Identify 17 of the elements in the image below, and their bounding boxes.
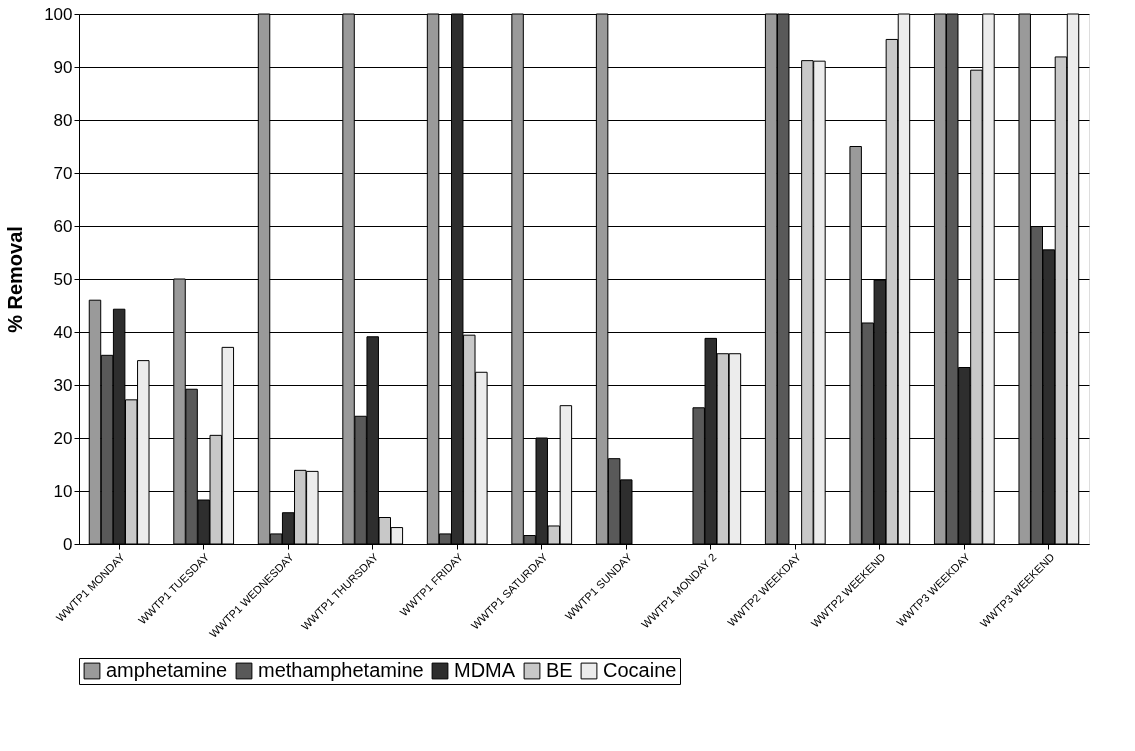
y-tick-label: 90: [53, 57, 73, 77]
y-tick-label: 0: [63, 534, 73, 554]
legend-label: Cocaine: [603, 659, 677, 681]
y-tick-label: 10: [53, 481, 73, 501]
y-tick-label: 40: [53, 322, 73, 342]
legend-label: amphetamine: [106, 659, 228, 681]
y-axis-title: % Removal: [4, 226, 27, 333]
y-tick-label: 80: [53, 110, 73, 130]
y-tick-label: 50: [53, 269, 73, 289]
legend-label: MDMA: [454, 659, 516, 681]
y-tick-label: 100: [44, 4, 73, 24]
y-tick-label: 60: [53, 216, 73, 236]
y-tick-label: 20: [53, 428, 73, 448]
y-tick-label: 30: [53, 375, 73, 395]
legend-label: BE: [546, 659, 573, 681]
y-tick-label: 70: [53, 163, 73, 183]
legend-label: methamphetamine: [258, 659, 424, 681]
